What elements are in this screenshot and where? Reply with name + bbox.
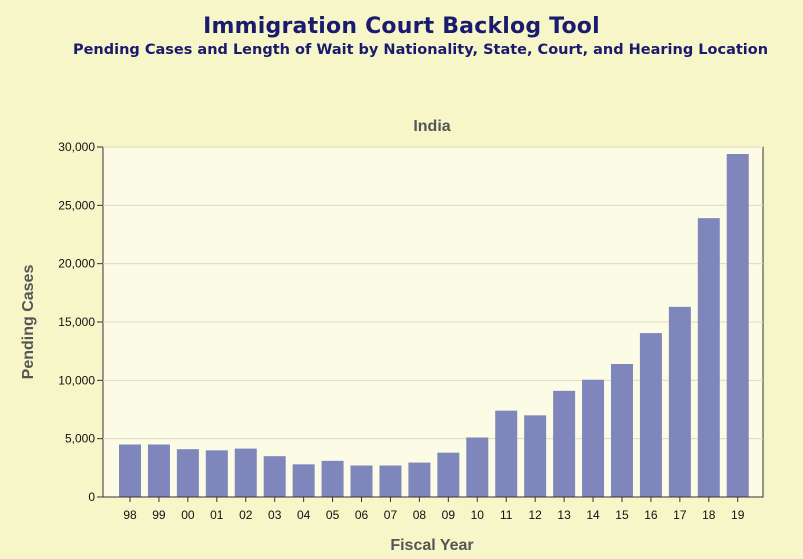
y-axis-label: Pending Cases — [20, 265, 37, 380]
bar — [466, 437, 489, 497]
x-tick-label: 11 — [500, 508, 513, 522]
bar — [553, 390, 576, 497]
x-tick-label: 03 — [268, 508, 282, 522]
x-tick-label: 19 — [731, 508, 745, 522]
x-tick-label: 05 — [326, 508, 340, 522]
bar — [668, 306, 691, 497]
x-tick-label: 09 — [442, 508, 456, 522]
bar — [610, 364, 633, 497]
bar — [524, 415, 547, 497]
x-tick-label: 99 — [152, 508, 166, 522]
bar — [495, 410, 518, 497]
x-tick-label: 18 — [702, 508, 716, 522]
bar — [379, 465, 402, 497]
bar — [321, 460, 344, 497]
bar — [726, 154, 749, 497]
y-tick-label: 5,000 — [65, 432, 95, 446]
bar — [639, 333, 662, 497]
bar — [408, 462, 431, 497]
bar — [234, 448, 257, 497]
x-tick-label: 10 — [471, 508, 485, 522]
x-tick-label: 04 — [297, 508, 311, 522]
x-tick-label: 15 — [615, 508, 629, 522]
y-tick-label: 0 — [88, 490, 95, 504]
bar — [119, 444, 141, 497]
chart-title: India — [413, 118, 450, 135]
y-tick-label: 25,000 — [58, 198, 95, 212]
bar — [176, 449, 199, 497]
y-tick-label: 20,000 — [58, 257, 95, 271]
x-axis-label: Fiscal Year — [390, 537, 473, 554]
x-tick-label: 98 — [123, 508, 137, 522]
x-tick-label: 13 — [557, 508, 571, 522]
y-tick-label: 10,000 — [58, 373, 95, 387]
y-tick-label: 15,000 — [58, 315, 95, 329]
x-tick-label: 07 — [384, 508, 398, 522]
page-subtitle: Pending Cases and Length of Wait by Nati… — [72, 42, 769, 58]
x-tick-label: 16 — [644, 508, 658, 522]
bar — [147, 444, 170, 497]
x-tick-label: 06 — [355, 508, 369, 522]
bar — [263, 456, 286, 497]
bar — [437, 452, 460, 497]
x-tick-label: 08 — [413, 508, 427, 522]
y-tick-label: 30,000 — [58, 140, 95, 154]
bar — [292, 464, 315, 497]
x-tick-label: 17 — [673, 508, 687, 522]
bar — [350, 465, 373, 497]
page-title: Immigration Court Backlog Tool — [203, 14, 600, 39]
bar — [697, 218, 720, 497]
x-tick-label: 00 — [181, 508, 195, 522]
bar — [205, 450, 228, 497]
bar — [582, 379, 605, 497]
x-tick-label: 12 — [528, 508, 542, 522]
x-tick-label: 02 — [239, 508, 253, 522]
x-tick-label: 14 — [586, 508, 600, 522]
x-tick-label: 01 — [210, 508, 224, 522]
